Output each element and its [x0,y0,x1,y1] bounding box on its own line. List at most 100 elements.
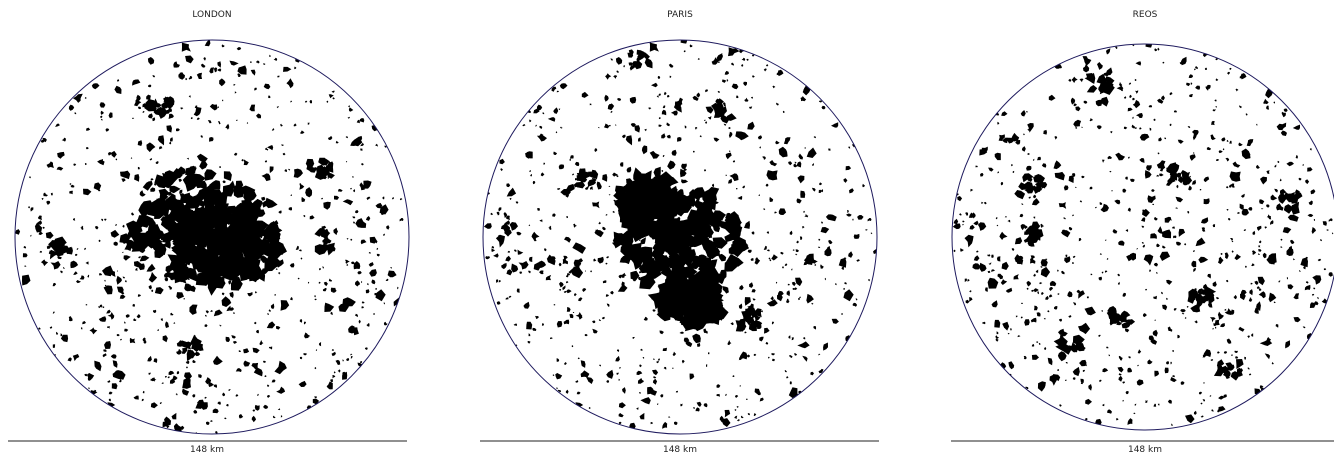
urban-area [134,174,140,182]
urban-area [1162,61,1165,64]
urban-area [69,183,72,185]
urban-area [747,354,750,358]
urban-area [350,187,352,190]
urban-area [618,274,622,279]
urban-area [234,91,237,94]
urban-area [235,394,239,397]
urban-area [519,271,523,274]
urban-area [323,232,329,239]
urban-area [170,312,174,316]
urban-area [369,269,377,277]
urban-area [268,309,272,312]
urban-area [1081,126,1083,128]
urban-area [252,347,260,354]
urban-area [663,225,677,237]
urban-area [1256,301,1261,312]
urban-area [70,260,79,269]
urban-area [327,307,330,310]
urban-area [180,425,185,430]
urban-area [1303,260,1305,263]
urban-area [787,283,790,286]
urban-area [1212,224,1216,228]
urban-area [270,346,273,350]
urban-area [740,415,744,419]
urban-area [97,159,105,166]
urban-area [711,57,719,65]
urban-area [1070,97,1076,105]
urban-area [1184,317,1187,319]
urban-area [841,261,844,264]
urban-area [173,322,176,324]
urban-area [150,187,156,192]
urban-area [1039,282,1043,285]
urban-area [1283,204,1294,214]
urban-area [1047,357,1053,366]
urban-area [38,231,43,235]
urban-area [1243,229,1246,231]
urban-area [818,353,821,356]
urban-area [580,177,588,183]
urban-area [1295,155,1298,159]
urban-area [101,159,103,161]
urban-area [988,167,994,172]
urban-area [30,207,34,212]
urban-area [819,182,823,186]
urban-area [1259,385,1264,389]
urban-area [769,259,772,262]
urban-area [1014,237,1023,245]
urban-area [602,226,606,231]
urban-area [98,316,107,322]
urban-area [632,336,635,339]
urban-area [753,353,757,356]
urban-area [1122,399,1124,402]
urban-area [1021,302,1023,304]
urban-area [160,318,164,321]
urban-area [1080,378,1084,383]
urban-area [1156,243,1160,248]
urban-area [102,306,105,309]
urban-area [1189,154,1196,161]
urban-area [191,214,205,225]
urban-area [399,198,403,201]
urban-area [210,310,213,312]
urban-area [179,189,183,195]
urban-area [1237,212,1241,214]
urban-area [22,274,31,286]
scale-label: 148 km [1128,445,1162,455]
urban-area [638,137,641,142]
urban-area [1278,194,1286,201]
urban-area [1274,188,1278,193]
urban-area [189,334,202,346]
urban-area [749,282,754,288]
urban-area [772,358,776,362]
urban-area [186,157,189,160]
urban-area [89,327,98,335]
urban-area [1040,223,1045,228]
urban-area [268,95,271,99]
urban-area [219,166,221,168]
urban-area [179,193,187,203]
urban-area [675,193,689,202]
urban-area [672,351,677,357]
urban-area [354,280,361,287]
urban-area [965,299,970,304]
urban-area [196,72,202,79]
urban-area [108,398,111,402]
urban-area [755,320,763,327]
urban-area [810,371,814,376]
urban-area [580,370,590,378]
urban-area [529,170,532,173]
urban-area [503,222,511,233]
urban-area [1231,240,1234,243]
urban-area [164,277,169,282]
urban-area [659,330,664,335]
urban-area [359,118,365,123]
urban-area [728,47,740,57]
urban-area [642,357,645,359]
urban-area [988,262,992,265]
urban-area [1200,402,1203,405]
urban-area [135,268,138,272]
urban-area [1118,83,1123,87]
urban-area [1024,319,1030,326]
urban-area [1082,56,1092,66]
